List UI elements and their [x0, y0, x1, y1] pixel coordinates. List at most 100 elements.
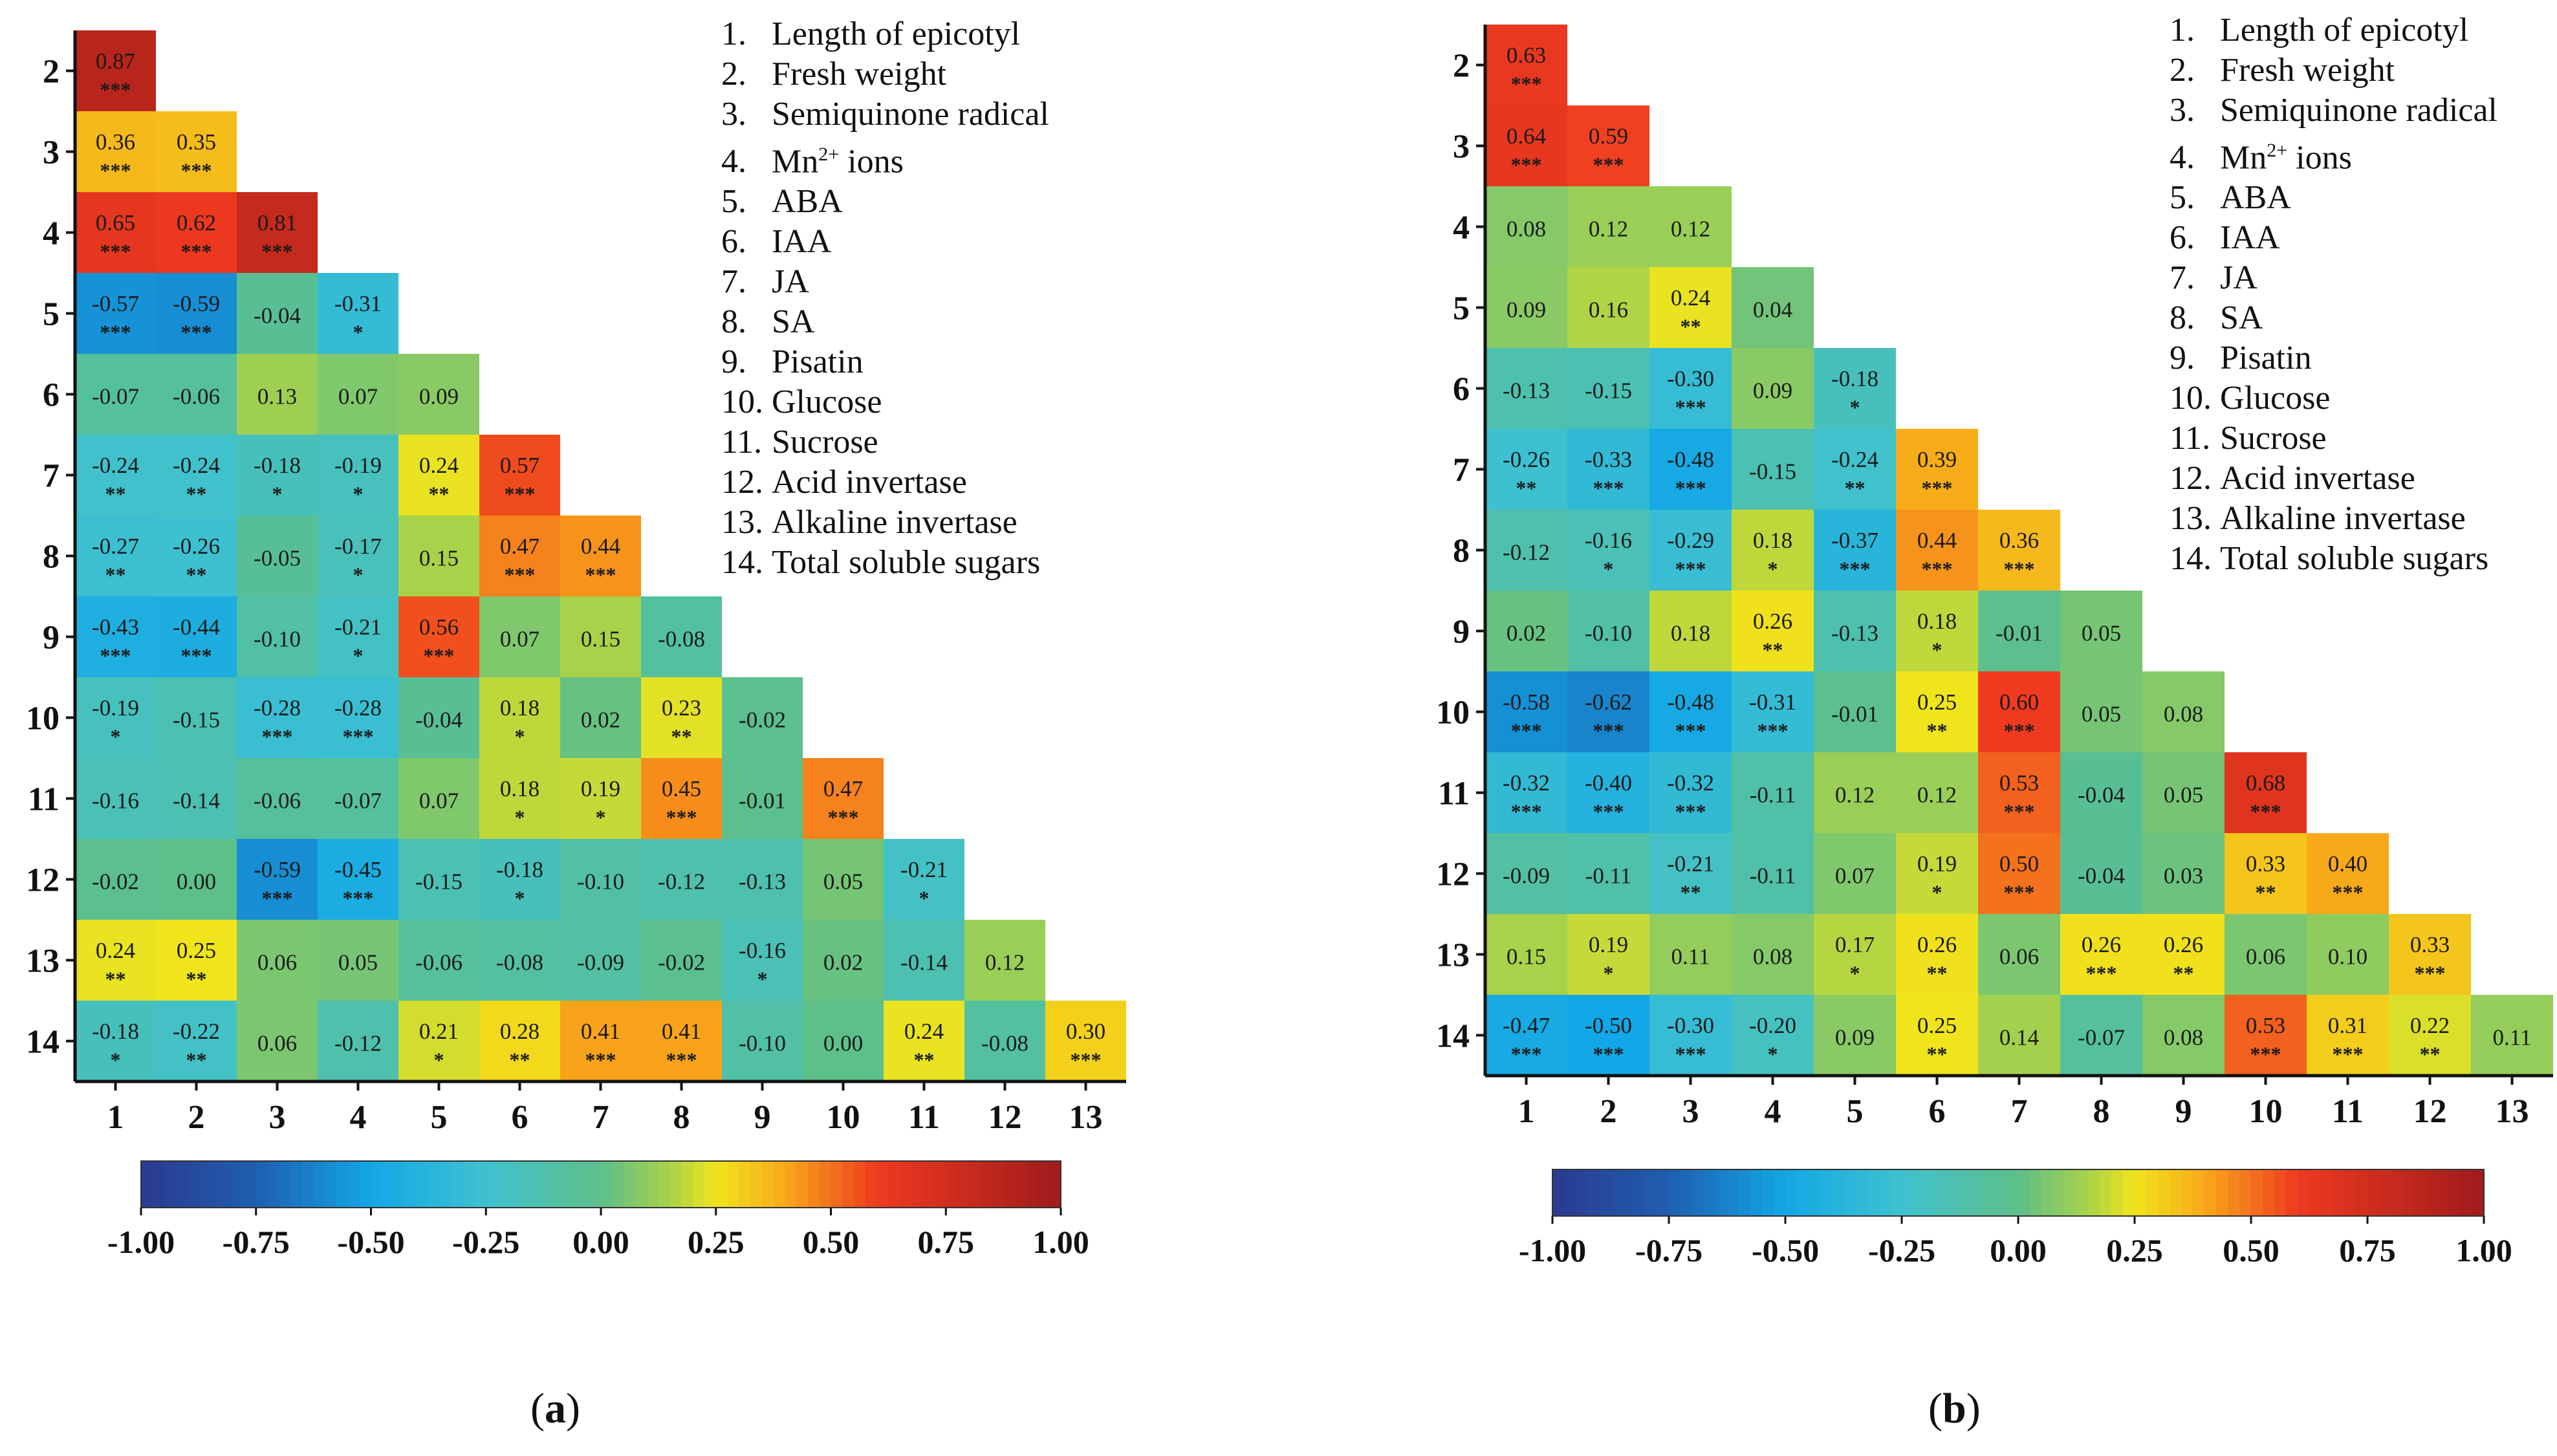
legend-item: 13. Alkaline invertase: [2170, 500, 2466, 538]
y-tick-label: 12: [26, 862, 60, 899]
colorbar-segment: [2367, 1169, 2380, 1216]
cell-significance-label: ***: [1511, 800, 1542, 823]
heatmap-cell: [156, 677, 237, 758]
colorbar-segment: [2274, 1169, 2287, 1216]
cell-value-label: 0.62: [177, 210, 216, 235]
heatmap-cell: [1978, 833, 2060, 914]
cell-significance-label: *: [515, 887, 525, 910]
cell-value-label: 0.12: [1835, 783, 1875, 808]
x-tick-label: 5: [431, 1099, 448, 1136]
cell-significance-label: **: [914, 1049, 935, 1072]
colorbar-segment: [301, 1161, 314, 1208]
cell-significance-label: ***: [262, 725, 293, 748]
cell-value-label: 0.53: [2246, 1013, 2285, 1038]
colorbar-segment: [451, 1161, 464, 1208]
cell-significance-label: ***: [343, 725, 374, 748]
heatmap-cell: [2142, 833, 2225, 914]
heatmap-cell: [1978, 591, 2060, 671]
heatmap-cell: [75, 273, 156, 354]
cell-value-label: -0.07: [334, 788, 382, 814]
cell-significance-label: ***: [2004, 881, 2035, 904]
cell-significance-label: ***: [100, 321, 131, 344]
cell-significance-label: ***: [2004, 558, 2035, 581]
colorbar-segment: [1913, 1169, 1926, 1216]
heatmap-cell: [1649, 348, 1732, 429]
y-tick-label: 10: [26, 701, 60, 737]
heatmap-cell: [560, 596, 641, 677]
cell-value-label: 0.21: [419, 1019, 459, 1044]
heatmap-cell: [237, 920, 318, 1001]
heatmap-cell: [641, 839, 722, 920]
colorbar-segment: [1038, 1161, 1050, 1208]
x-tick-label: 7: [593, 1099, 609, 1136]
cell-significance-label: ***: [2250, 1043, 2281, 1066]
colorbar-segment: [554, 1161, 567, 1208]
cell-significance-label: ***: [2086, 962, 2117, 985]
colorbar-segment: [2298, 1169, 2310, 1216]
heatmap-cell: [156, 192, 237, 273]
heatmap-cell: [479, 435, 560, 516]
cell-value-label: 0.60: [1999, 690, 2039, 715]
x-tick-label: 3: [1682, 1093, 1699, 1130]
cell-value-label: 0.23: [662, 695, 701, 721]
heatmap-cell: [1567, 186, 1649, 267]
cell-significance-label: **: [105, 563, 126, 587]
cell-value-label: -0.06: [254, 788, 301, 814]
heatmap-cell: [75, 516, 156, 596]
cell-significance-label: ***: [100, 159, 131, 182]
colorbar-segment: [2088, 1169, 2100, 1216]
cell-significance-label: ***: [1922, 558, 1953, 581]
cell-value-label: -0.09: [1503, 864, 1550, 889]
colorbar-segment: [164, 1161, 177, 1208]
cell-significance-label: *: [1932, 881, 1942, 904]
cell-significance-label: *: [1850, 396, 1860, 419]
cell-significance-label: ***: [181, 644, 212, 668]
cell-value-label: 0.18: [500, 776, 539, 801]
cell-value-label: 0.36: [96, 129, 135, 155]
heatmap-cell: [1045, 1001, 1126, 1081]
colorbar-segment: [934, 1161, 947, 1208]
heatmap-cell: [1567, 995, 1649, 1076]
heatmap-cell: [1732, 591, 1814, 671]
colorbar-tick-label: -1.00: [107, 1224, 175, 1260]
heatmap-cell: [2060, 914, 2142, 995]
cell-value-label: 0.08: [1507, 217, 1546, 242]
cell-value-label: 0.24: [96, 938, 135, 963]
cell-value-label: -0.16: [92, 788, 139, 814]
heatmap-cell: [1567, 914, 1649, 995]
heatmap-cell: [1649, 510, 1732, 591]
cell-significance-label: **: [1763, 638, 1783, 662]
cell-value-label: 0.04: [1753, 298, 1792, 323]
colorbar-segment: [428, 1161, 441, 1208]
cell-value-label: -0.13: [1831, 621, 1878, 646]
heatmap-cell: [237, 354, 318, 435]
heatmap-cell: [237, 596, 318, 677]
cell-value-label: 0.06: [257, 1031, 297, 1056]
x-tick-label: 4: [350, 1099, 367, 1136]
heatmap-cell: [1814, 591, 1896, 671]
heatmap-cell: [318, 354, 398, 435]
heatmap-cell: [964, 1001, 1045, 1081]
cell-significance-label: *: [353, 563, 364, 587]
x-tick-label: 6: [512, 1099, 528, 1136]
cell-significance-label: *: [434, 1049, 444, 1072]
cell-value-label: -0.30: [1667, 366, 1714, 391]
colorbar-segment: [612, 1161, 625, 1208]
legend-item: 9. Pisatin: [721, 343, 864, 381]
heatmap-cell: [156, 920, 237, 1001]
variable-legend: 1. Length of epicotyl 2. Fresh weight 3. Se…: [721, 14, 1049, 583]
cell-value-label: -0.30: [1667, 1013, 1714, 1038]
colorbar-segment: [543, 1161, 556, 1208]
colorbar-segment: [2007, 1169, 2019, 1216]
legend-item: 7. JA: [2170, 259, 2258, 297]
cell-value-label: -0.12: [1503, 540, 1550, 565]
cell-value-label: 0.39: [1917, 447, 1957, 472]
heatmap-cell: [1732, 267, 1814, 348]
colorbar-segment: [440, 1161, 452, 1208]
colorbar-tick-label: 1.00: [1032, 1224, 1089, 1260]
heatmap-cell: [1814, 914, 1896, 995]
colorbar-segment: [831, 1161, 843, 1208]
colorbar-tick-label: -1.00: [1519, 1232, 1586, 1268]
y-tick-label: 2: [1453, 48, 1470, 85]
heatmap-cell: [2142, 671, 2225, 752]
